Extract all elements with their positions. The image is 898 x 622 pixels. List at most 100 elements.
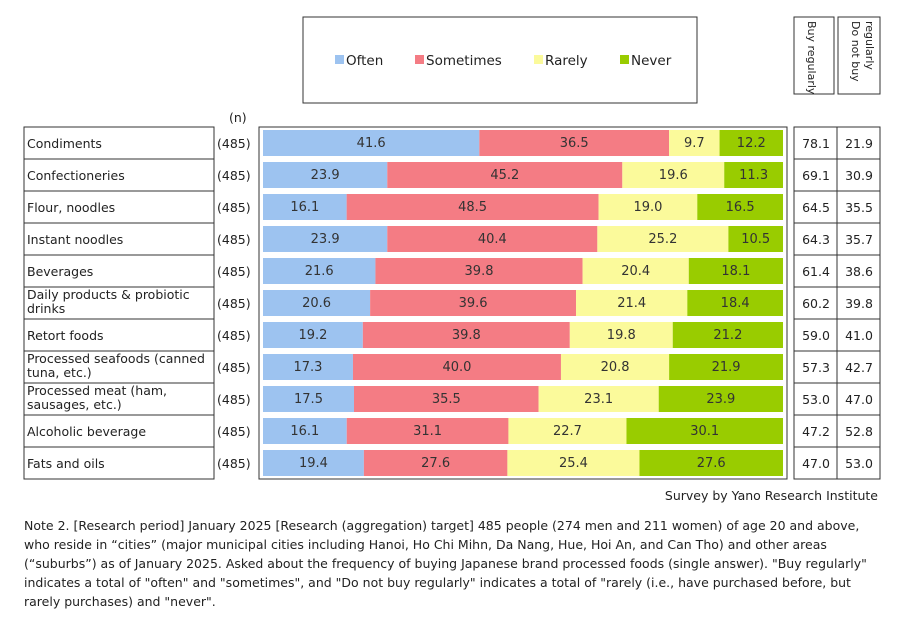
data-label-rarely: 19.8 [607,328,636,343]
row-daily-products-probiotic-drinks: Daily products & probiotic drinks (485) 20.… [27,287,873,316]
legend-label-never: Never [631,53,672,69]
data-label-often: 21.6 [305,264,334,279]
row-beverages: Beverages (485) 21.6 39.8 20.4 18.1 61.4 38.6 [27,258,873,284]
do-not-buy-value: 30.9 [845,168,873,183]
category-label: Instant noodles [27,232,123,247]
n-value: (485) [217,136,251,151]
data-label-rarely: 21.4 [617,296,646,311]
data-label-rarely: 20.8 [601,360,630,375]
row-condiments: Condiments (485) 41.6 36.5 9.7 12.2 78.1 21.9 [27,130,873,156]
buy-regularly-value: 60.2 [802,296,830,311]
buy-regularly-value: 61.4 [802,264,830,279]
bar-never [724,162,783,188]
data-label-sometimes: 45.2 [490,168,519,183]
data-label-sometimes: 39.8 [465,264,494,279]
data-label-sometimes: 31.1 [413,424,442,439]
data-label-rarely: 25.2 [648,232,677,247]
data-label-often: 16.1 [290,200,319,215]
bar-rarely [669,130,720,156]
data-label-never: 16.5 [726,200,755,215]
data-label-often: 19.4 [299,456,328,471]
legend-swatch-never [620,55,629,64]
bar-often [263,418,347,444]
data-label-rarely: 19.0 [633,200,662,215]
legend-label-rarely: Rarely [545,53,588,69]
data-label-never: 23.9 [706,392,735,407]
data-label-never: 21.2 [713,328,742,343]
do-not-buy-value: 39.8 [845,296,873,311]
bar-rarely [569,322,673,348]
data-label-never: 11.3 [739,168,768,183]
buy-regularly-header-box [793,16,835,95]
buy-regularly-value: 78.1 [802,136,830,151]
row-alcoholic-beverage: Alcoholic beverage (485) 16.1 31.1 22.7 30.1 4… [27,418,873,444]
bar-sometimes [363,450,508,476]
buy-regularly-value: 53.0 [802,392,830,407]
n-header: (n) [229,110,247,125]
buy-regularly-header: Buy regularly [805,21,818,95]
n-value: (485) [217,360,251,375]
data-label-often: 41.6 [357,136,386,151]
bar-rarely [598,194,698,220]
bar-often [263,322,363,348]
row-processed-seafoods-canned-tuna-etc: Processed seafoods (canned tuna, etc.) (48… [27,351,873,380]
buy-regularly-value: 57.3 [802,360,830,375]
n-value: (485) [217,392,251,407]
data-label-never: 12.2 [737,136,766,151]
legend-swatch-rarely [534,55,543,64]
legend-label-sometimes: Sometimes [426,53,502,69]
data-label-sometimes: 36.5 [560,136,589,151]
do-not-buy-value: 41.0 [845,328,873,343]
do-not-buy-value: 52.8 [845,424,873,439]
row-flour-noodles: Flour, noodles (485) 16.1 48.5 19.0 16.5 64.5 3… [27,194,873,220]
data-label-rarely: 19.6 [659,168,688,183]
bar-often [263,194,347,220]
bar-sometimes [346,418,509,444]
do-not-buy-value: 35.7 [845,232,873,247]
category-label: Retort foods [27,328,104,343]
data-label-never: 10.5 [741,232,770,247]
bar-often [263,290,371,316]
data-label-sometimes: 35.5 [432,392,461,407]
data-label-sometimes: 40.4 [478,232,507,247]
bar-often [263,162,388,188]
bar-never [639,450,783,476]
data-label-often: 19.2 [298,328,327,343]
category-label: Fats and oils [27,456,105,471]
row-processed-meat-ham-sausages-etc: Processed meat (ham, sausages, etc.) (485)… [27,383,873,412]
buy-regularly-value: 64.5 [802,200,830,215]
bar-rarely [560,354,670,380]
bar-sometimes [346,194,599,220]
bar-sometimes [479,130,670,156]
bar-never [672,322,783,348]
legend-box [302,16,698,104]
category-label: Processed seafoods (canned tuna, etc.) [27,351,205,380]
data-label-often: 23.9 [311,168,340,183]
do-not-buy-value: 35.5 [845,200,873,215]
bar-never [669,354,783,380]
bar-rarely [597,226,729,252]
bar-never [728,226,783,252]
data-label-rarely: 22.7 [553,424,582,439]
bar-often [263,226,388,252]
data-label-rarely: 9.7 [684,136,705,151]
bar-rarely [622,162,725,188]
do-not-buy-value: 47.0 [845,392,873,407]
data-label-rarely: 25.4 [559,456,588,471]
data-label-rarely: 23.1 [584,392,613,407]
category-label: Flour, noodles [27,200,115,215]
bar-rarely [508,418,627,444]
category-table-frame [23,126,215,480]
category-label: Condiments [27,136,102,151]
buy-regularly-value: 59.0 [802,328,830,343]
bar-sometimes [352,354,561,380]
bar-never [688,258,783,284]
do-not-buy-value: 38.6 [845,264,873,279]
bar-sometimes [375,258,583,284]
legend: Often Sometimes Rarely Never [302,16,698,104]
row-instant-noodles: Instant noodles (485) 23.9 40.4 25.2 10.5 64.3… [27,226,873,252]
data-label-never: 18.4 [721,296,750,311]
data-label-often: 23.9 [311,232,340,247]
bar-sometimes [387,162,623,188]
legend-swatch-sometimes [415,55,424,64]
